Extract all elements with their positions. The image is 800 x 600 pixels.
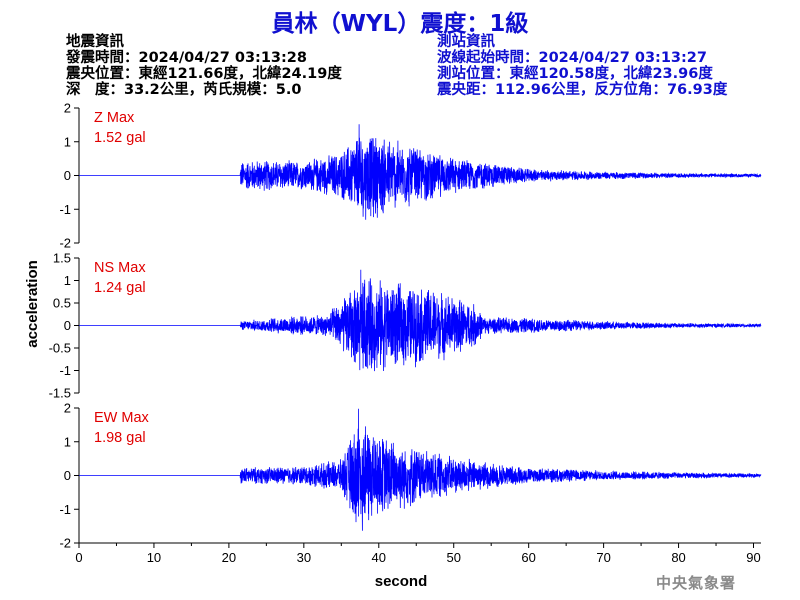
waveform-trace-z xyxy=(79,124,762,220)
y-tick-label-ns: 1 xyxy=(64,273,71,288)
waveform-start-time: 波線起始時間：2024/04/27 03:13:27 xyxy=(437,50,707,66)
max-value-ns: 1.24 gal xyxy=(94,280,146,296)
y-tick-label-ns: -1 xyxy=(59,363,71,378)
y-axis-label: acceleration xyxy=(24,260,41,348)
x-axis-label: second xyxy=(375,573,428,590)
y-tick-label-ew: -1 xyxy=(59,502,71,517)
y-tick-label-z: -2 xyxy=(59,236,71,251)
x-tick-label: 90 xyxy=(746,550,760,565)
station-info-block: 測站資訊 波線起始時間：2024/04/27 03:13:27 測站位置：東經1… xyxy=(437,34,727,98)
x-tick-label: 50 xyxy=(446,550,460,565)
earthquake-info-heading: 地震資訊 xyxy=(66,34,124,50)
y-tick-label-z: 0 xyxy=(64,168,71,183)
depth-magnitude: 深 度：33.2公里，芮氏規模：5.0 xyxy=(66,82,302,98)
x-tick-label: 30 xyxy=(297,550,311,565)
origin-time: 發震時間：2024/04/27 03:13:28 xyxy=(66,50,307,66)
epicenter-location: 震央位置：東經121.66度，北緯24.19度 xyxy=(66,66,342,82)
station-info-heading: 測站資訊 xyxy=(437,34,495,50)
epicentral-distance: 震央距：112.96公里，反方位角：76.93度 xyxy=(437,82,728,98)
max-label-ew: EW Max xyxy=(94,410,150,426)
x-tick-label: 0 xyxy=(75,550,82,565)
y-tick-label-ew: 1 xyxy=(64,434,71,449)
y-tick-label-z: 1 xyxy=(64,134,71,149)
y-tick-label-ew: 2 xyxy=(64,401,71,416)
max-value-ew: 1.98 gal xyxy=(94,430,146,446)
y-tick-label-ns: -1.5 xyxy=(49,386,71,401)
y-tick-label-ew: -2 xyxy=(59,536,71,551)
chart-title: 員林（WYL）震度：1級 xyxy=(271,11,529,37)
y-tick-label-z: 2 xyxy=(64,101,71,116)
x-tick-label: 60 xyxy=(521,550,535,565)
x-tick-label: 40 xyxy=(372,550,386,565)
max-label-ns: NS Max xyxy=(94,260,146,276)
x-tick-label: 70 xyxy=(596,550,610,565)
max-value-z: 1.52 gal xyxy=(94,130,146,146)
waveform-trace-ew xyxy=(79,408,762,531)
y-tick-label-ns: 0.5 xyxy=(53,296,71,311)
y-tick-label-ns: -0.5 xyxy=(49,341,71,356)
y-tick-label-z: -1 xyxy=(59,202,71,217)
station-location: 測站位置：東經120.58度，北緯23.96度 xyxy=(437,66,713,82)
earthquake-info-block: 地震資訊 發震時間：2024/04/27 03:13:28 震央位置：東經121… xyxy=(66,34,342,98)
max-label-z: Z Max xyxy=(94,110,135,126)
y-tick-label-ns: 1.5 xyxy=(53,251,71,266)
waveform-trace-ns xyxy=(79,269,762,372)
y-tick-label-ns: 0 xyxy=(64,318,71,333)
x-tick-label: 20 xyxy=(222,550,236,565)
agency-watermark: 中央氣象署 xyxy=(656,574,737,592)
x-tick-label: 10 xyxy=(147,550,161,565)
x-tick-label: 80 xyxy=(671,550,685,565)
y-tick-label-ew: 0 xyxy=(64,468,71,483)
